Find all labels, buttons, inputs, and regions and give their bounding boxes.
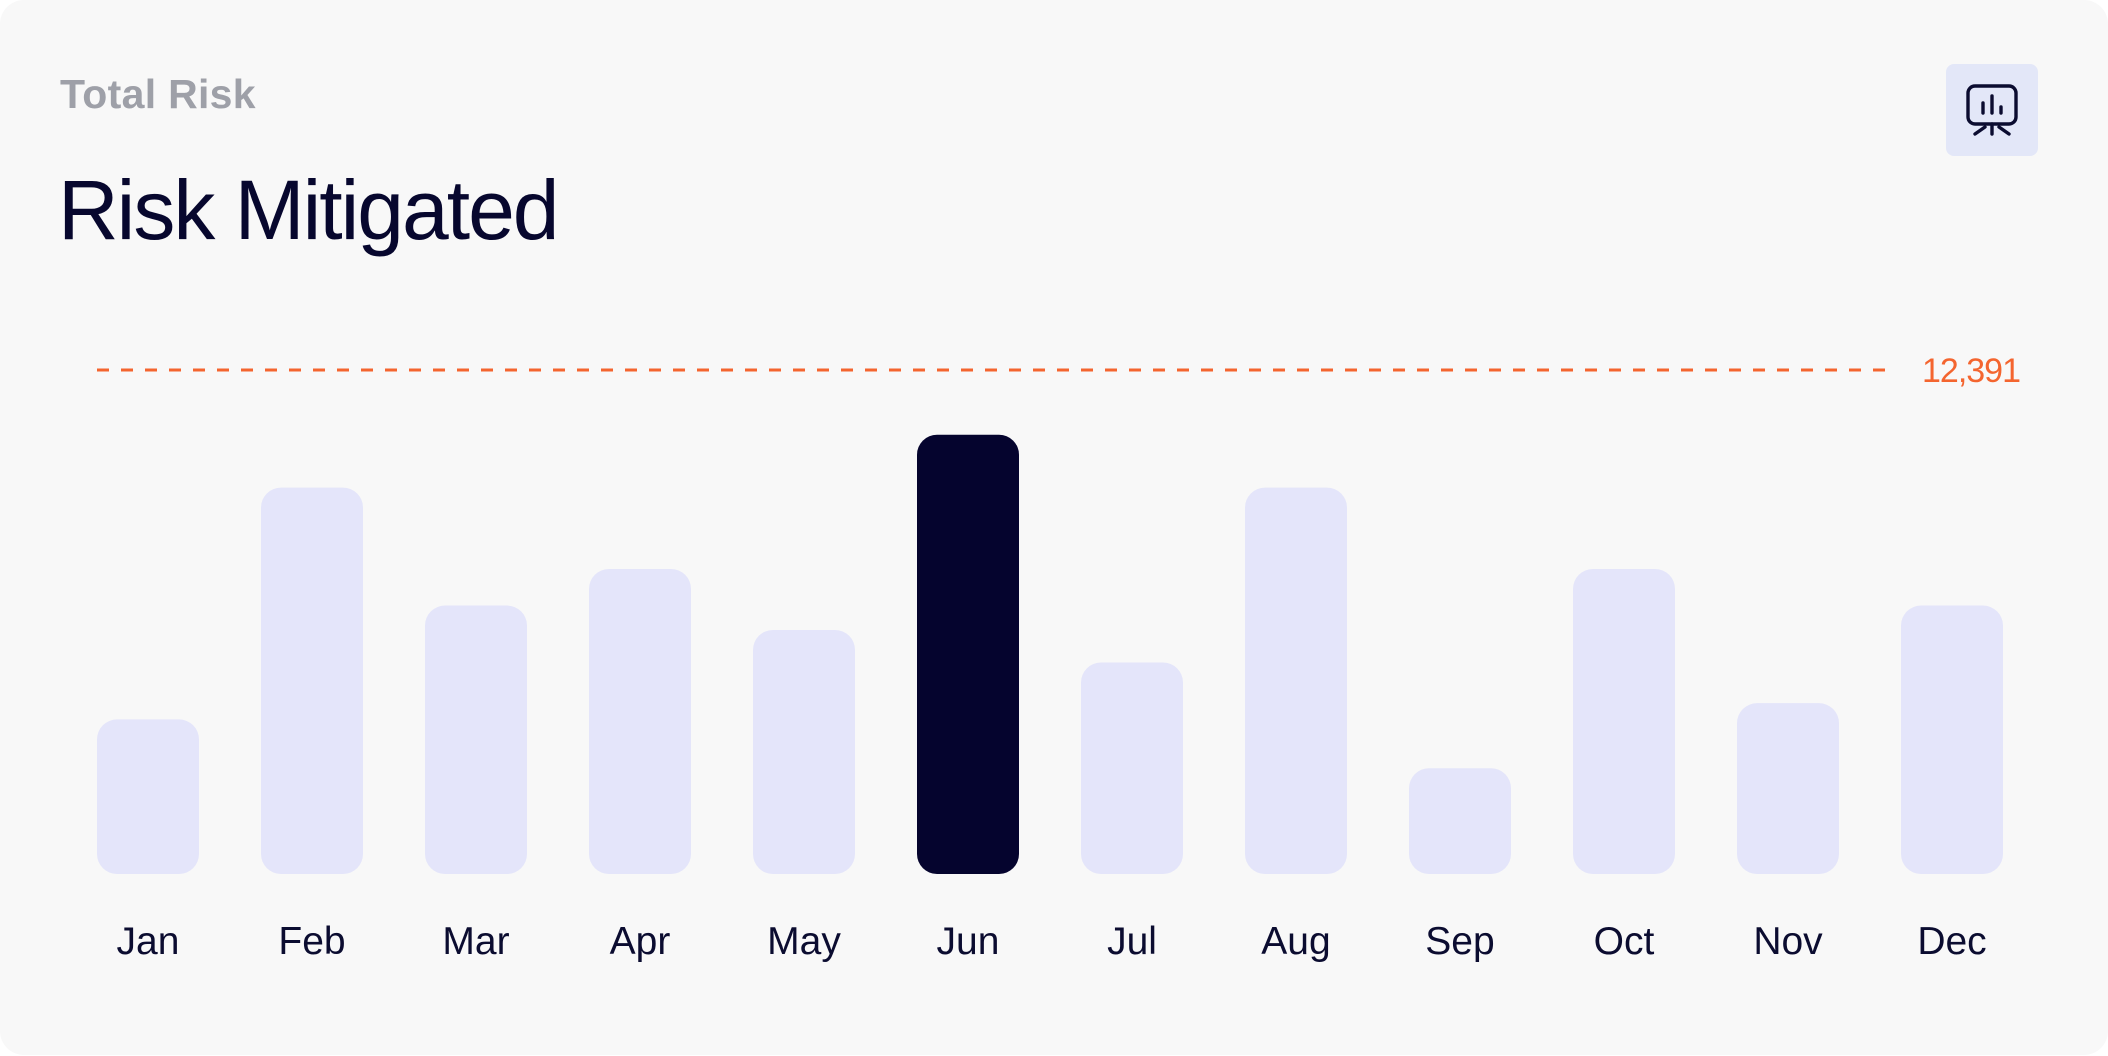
x-tick-label-jun: Jun [937, 920, 1000, 963]
chart-view-button[interactable] [1946, 64, 2038, 156]
card-subtitle: Total Risk [60, 71, 256, 117]
card-title: Risk Mitigated [58, 163, 560, 257]
bar-mar[interactable] [425, 605, 527, 874]
x-tick-label-feb: Feb [278, 920, 345, 963]
x-tick-label-oct: Oct [1594, 920, 1655, 963]
bar-nov[interactable] [1737, 703, 1839, 874]
x-tick-label-aug: Aug [1261, 920, 1330, 963]
x-tick-label-jul: Jul [1107, 920, 1157, 963]
bar-oct[interactable] [1573, 568, 1675, 874]
x-tick-label-may: May [767, 920, 841, 963]
reference-line-label: 12,391 [1922, 352, 2020, 390]
bar-jun[interactable] [917, 434, 1019, 874]
bar-aug[interactable] [1245, 487, 1347, 874]
x-tick-label-sep: Sep [1425, 920, 1494, 963]
bar-dec[interactable] [1901, 605, 2003, 874]
x-tick-label-jan: Jan [117, 920, 180, 963]
x-tick-label-dec: Dec [1917, 920, 1986, 963]
presentation-chart-icon [1966, 84, 2018, 136]
x-tick-label-mar: Mar [442, 920, 509, 963]
x-tick-label-apr: Apr [610, 920, 671, 963]
bar-feb[interactable] [261, 487, 363, 874]
bar-jul[interactable] [1081, 662, 1183, 874]
bar-may[interactable] [753, 629, 855, 874]
bar-jan[interactable] [97, 719, 199, 874]
x-tick-label-nov: Nov [1753, 920, 1823, 963]
bar-sep[interactable] [1409, 768, 1511, 874]
bar-apr[interactable] [589, 568, 691, 874]
